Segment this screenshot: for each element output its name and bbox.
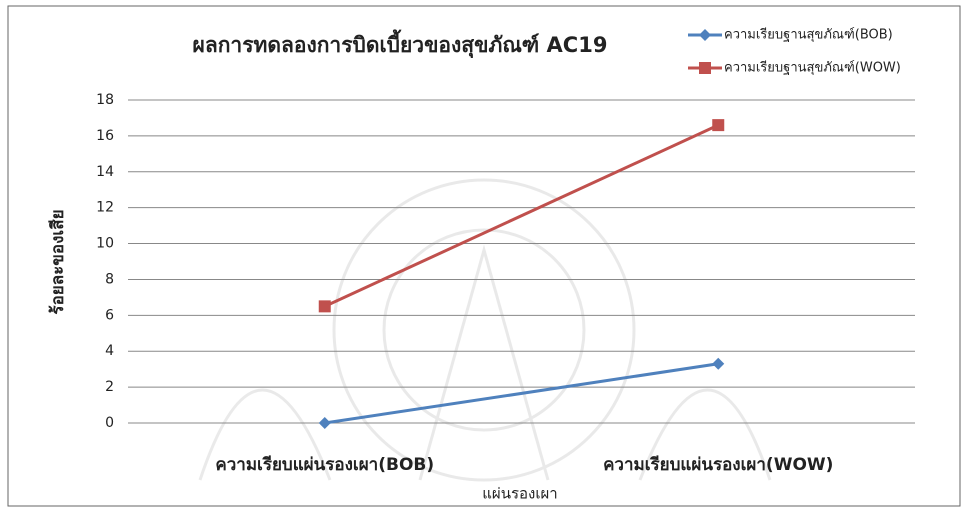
- legend-label: ความเรียบฐานสุขภัณฑ์(BOB): [724, 27, 893, 43]
- y-tick-label: 8: [105, 271, 114, 287]
- legend-marker: [699, 62, 711, 74]
- data-point: [318, 300, 331, 313]
- data-point: [712, 357, 725, 370]
- data-point: [712, 119, 725, 132]
- legend-marker: [699, 29, 711, 41]
- y-tick-label: 4: [105, 343, 114, 359]
- chart-title: ผลการทดลองการบิดเบี้ยวของสุขภัณฑ์ AC19: [193, 29, 608, 59]
- data-point: [318, 417, 331, 429]
- y-tick-label: 0: [105, 415, 114, 431]
- x-tick-label: ความเรียบแผ่นรองเผา(BOB): [215, 454, 434, 475]
- y-axis-title: ร้อยละของเสีย: [47, 209, 68, 314]
- y-tick-label: 6: [105, 307, 114, 323]
- series-line: [324, 123, 719, 308]
- legend-label: ความเรียบฐานสุขภัณฑ์(WOW): [724, 60, 901, 76]
- y-tick-label: 18: [96, 92, 114, 108]
- y-tick-label: 12: [96, 200, 114, 216]
- x-tick-label: ความเรียบแผ่นรองเผา(WOW): [603, 454, 833, 475]
- y-tick-label: 10: [96, 236, 114, 252]
- watermark: [198, 178, 772, 482]
- y-tick-label: 14: [96, 164, 114, 180]
- series-line: [324, 362, 719, 425]
- y-tick-label: 2: [105, 379, 114, 395]
- y-tick-label: 16: [96, 128, 114, 144]
- x-axis-title: แผ่นรองเผา: [482, 485, 557, 503]
